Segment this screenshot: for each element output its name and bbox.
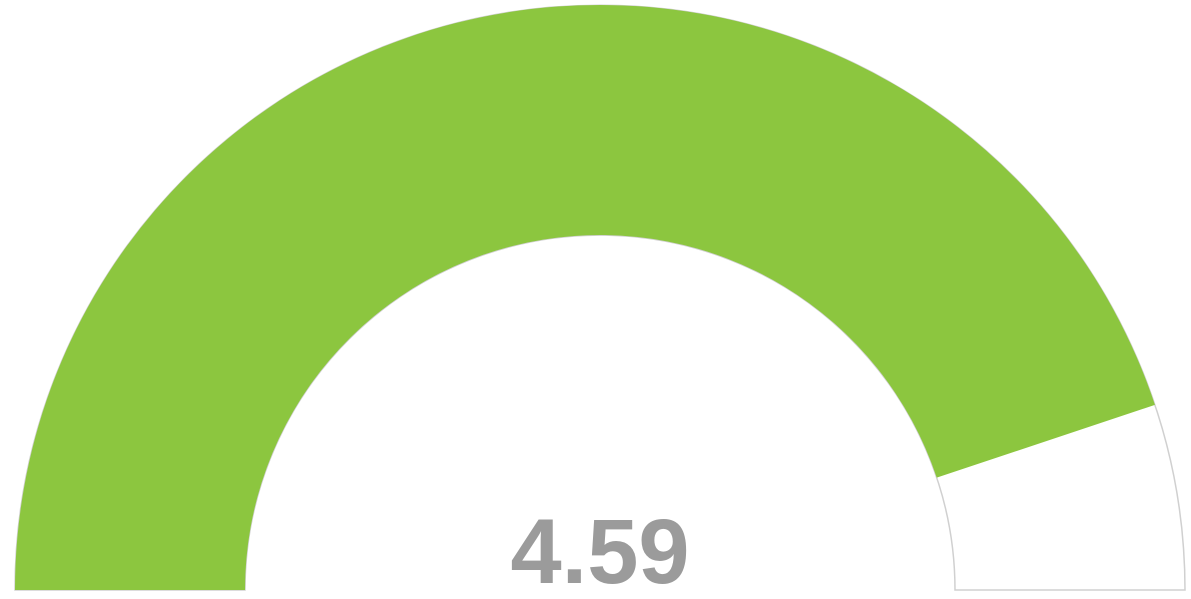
gauge-fill [15,4,1155,591]
gauge-value-label: 4.59 [510,501,689,599]
